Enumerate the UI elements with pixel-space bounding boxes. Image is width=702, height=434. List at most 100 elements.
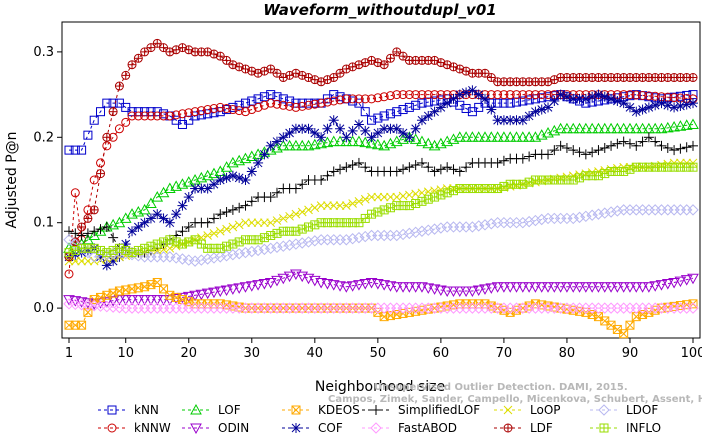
- data-point-simplifiedlof: [593, 145, 604, 156]
- data-point-simplifiedlof: [221, 207, 232, 218]
- data-point-simplifiedlof: [442, 162, 453, 173]
- data-point-simplifiedlof: [177, 226, 188, 237]
- data-point-knnw: [146, 111, 156, 121]
- data-point-knnw: [203, 105, 213, 115]
- data-point-odin: [573, 282, 586, 293]
- data-point-odin: [63, 295, 75, 306]
- data-point-lof: [567, 122, 580, 134]
- series-line-kdeos: [69, 281, 694, 335]
- y-tick-label: 0.3: [33, 45, 54, 60]
- data-point-simplifiedlof: [675, 143, 686, 154]
- data-point-odin: [100, 297, 113, 308]
- data-point-loop: [222, 224, 231, 234]
- data-point-ldf: [159, 43, 169, 53]
- data-point-knnw: [127, 111, 137, 121]
- data-point-simplifiedlof: [543, 149, 554, 160]
- data-point-simplifiedlof: [435, 164, 446, 175]
- data-point-simplifiedlof: [492, 157, 503, 168]
- data-point-ldf: [430, 55, 440, 65]
- legend-label-knnw: kNNW: [134, 421, 171, 434]
- data-point-loop: [253, 218, 263, 228]
- data-point-ldf: [272, 68, 282, 78]
- legend-item-inflo: INFLO: [590, 421, 661, 434]
- data-point-odin: [674, 276, 687, 288]
- data-point-knnw: [89, 175, 99, 185]
- data-point-lof: [290, 139, 302, 151]
- data-point-cof: [410, 123, 421, 134]
- data-point-loop: [241, 218, 250, 228]
- data-point-simplifiedlof: [643, 132, 654, 143]
- data-point-knnw: [392, 90, 402, 100]
- data-point-cof: [480, 93, 490, 104]
- data-point-cof: [253, 157, 264, 168]
- data-point-ldof: [233, 247, 245, 260]
- data-point-fastabod: [687, 302, 699, 314]
- data-point-odin: [107, 296, 119, 307]
- data-point-lof: [359, 136, 372, 148]
- data-point-knn: [524, 95, 534, 105]
- data-point-ldof: [517, 216, 529, 229]
- y-axis-label: Adjusted P@n: [4, 131, 20, 228]
- data-point-knn: [423, 97, 433, 107]
- data-point-lof: [491, 131, 504, 142]
- data-point-lof: [523, 131, 535, 142]
- data-point-knnw: [518, 90, 528, 100]
- data-point-knnw: [291, 102, 301, 112]
- data-point-knnw: [644, 91, 654, 101]
- data-point-cof: [637, 104, 648, 115]
- data-point-ldof: [82, 246, 94, 259]
- data-point-ldof: [208, 252, 220, 264]
- data-point-inflo: [367, 209, 377, 219]
- data-point-knn: [430, 96, 440, 106]
- data-point-cof: [473, 89, 484, 100]
- data-point-odin: [113, 295, 126, 306]
- data-point-odin: [624, 282, 636, 293]
- data-point-cof: [580, 93, 591, 104]
- legend-label-fastabod: FastABOD: [398, 421, 457, 434]
- data-point-knn: [411, 100, 421, 110]
- data-point-loop: [335, 201, 345, 210]
- data-point-cof: [517, 115, 528, 126]
- data-point-knnw: [96, 158, 106, 168]
- data-point-odin: [579, 282, 592, 293]
- data-point-ldof: [592, 208, 605, 220]
- data-point-knnw: [222, 103, 232, 113]
- data-point-odin: [208, 287, 220, 299]
- data-point-odin: [598, 282, 611, 293]
- data-point-ldof: [599, 207, 611, 219]
- data-point-cof: [555, 89, 566, 100]
- data-point-simplifiedlof: [316, 175, 327, 185]
- legend-marker-loop: [503, 405, 513, 415]
- data-point-simplifiedlof: [681, 142, 692, 153]
- data-point-knnw: [177, 109, 187, 119]
- data-point-cof: [183, 192, 194, 203]
- data-point-cof: [316, 132, 327, 143]
- data-point-odin: [479, 284, 491, 295]
- data-point-lof: [605, 122, 617, 134]
- data-point-ldf: [329, 73, 339, 83]
- x-tick-label: 60: [433, 346, 450, 361]
- data-point-odin: [277, 273, 290, 285]
- data-point-knnw: [171, 110, 181, 120]
- data-point-cof: [215, 175, 226, 185]
- data-point-knn: [512, 97, 522, 107]
- data-point-odin: [561, 282, 573, 293]
- data-point-ldof: [687, 204, 699, 216]
- data-point-odin: [548, 282, 561, 293]
- data-point-knn: [83, 130, 93, 140]
- data-point-ldof: [290, 238, 302, 250]
- data-point-knn: [234, 100, 244, 110]
- data-point-ldof: [346, 233, 359, 245]
- data-point-odin: [264, 277, 277, 289]
- data-point-cof: [101, 260, 112, 271]
- data-point-ldof: [536, 213, 548, 226]
- data-point-loop: [348, 199, 357, 208]
- data-point-lof: [586, 122, 599, 134]
- data-point-simplifiedlof: [360, 162, 371, 173]
- data-point-simplifiedlof: [637, 136, 648, 147]
- data-point-odin: [195, 289, 208, 301]
- data-point-lof: [296, 139, 309, 151]
- data-point-knn: [348, 96, 358, 106]
- data-point-ldof: [573, 211, 586, 224]
- data-point-odin: [498, 282, 510, 293]
